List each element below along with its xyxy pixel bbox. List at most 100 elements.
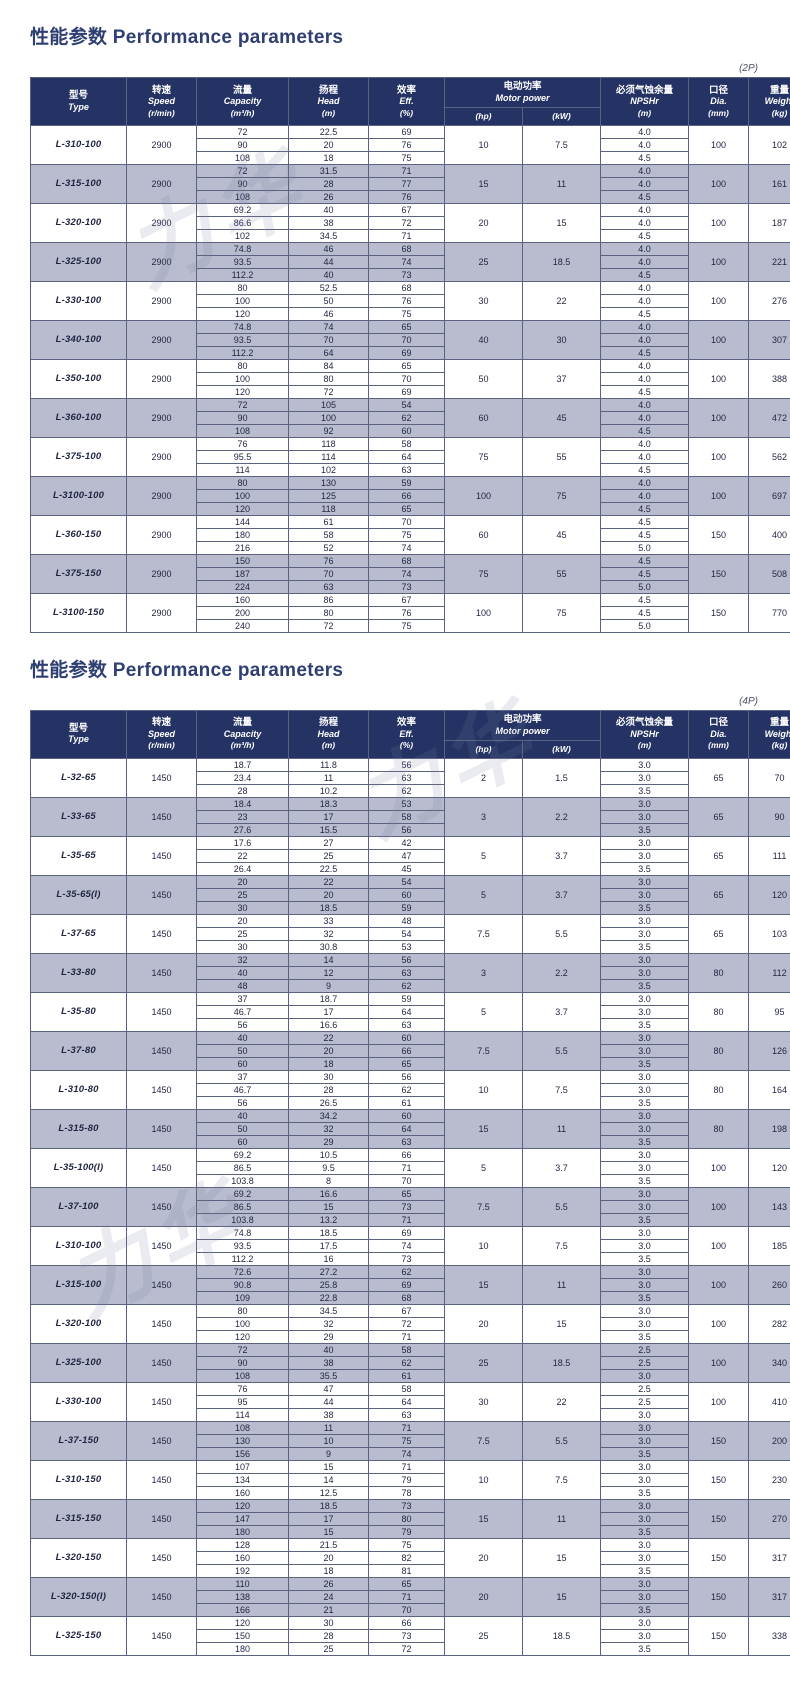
cell-head: 9	[288, 1446, 369, 1461]
sections-container: 性能参数 Performance parameters (2P) 型号 Type 转速 S…	[30, 0, 790, 1656]
table-row: 30 30.8 53 3.5	[31, 939, 790, 954]
cell-weight: 185	[748, 1225, 790, 1266]
cell-npshr: 3.0	[600, 835, 689, 850]
col-header-weight-cn: 重量	[769, 717, 789, 729]
cell-head: 33	[288, 913, 369, 928]
cell-head: 80	[288, 371, 369, 386]
cell-capacity: 23	[196, 809, 289, 824]
cell-hp: 3	[444, 952, 523, 993]
cell-capacity: 90	[196, 137, 289, 152]
cell-npshr: 3.5	[600, 822, 689, 837]
cell-head: 26.5	[288, 1095, 369, 1110]
cell-npshr: 4.0	[600, 241, 689, 256]
cell-head: 13.2	[288, 1212, 369, 1227]
col-header-type-cn: 型号	[68, 722, 88, 734]
cell-capacity: 147	[196, 1511, 289, 1526]
cell-capacity: 50	[196, 1043, 289, 1058]
col-header-motor-power-en: Motor power	[495, 92, 550, 103]
cell-head: 30	[288, 1069, 369, 1084]
cell-weight: 164	[748, 1069, 790, 1110]
cell-npshr: 5.0	[600, 540, 689, 555]
col-header-dia-cn: 口径	[708, 84, 728, 96]
cell-head: 40	[288, 202, 369, 217]
table-row: 109 22.8 68 3.5	[31, 1290, 790, 1305]
cell-head: 12.5	[288, 1485, 369, 1500]
table-row: L-320-150(I) 1450 110 26 65 20 15 3.0 150 317	[30, 1576, 790, 1617]
cell-head: 18.5	[288, 900, 369, 915]
cell-eff: 72	[368, 215, 445, 230]
cell-dia: 100	[688, 202, 749, 243]
cell-npshr: 2.5	[600, 1381, 689, 1396]
cell-head: 32	[288, 1121, 369, 1136]
cell-hp: 25	[444, 241, 523, 282]
cell-dia: 100	[688, 1147, 749, 1188]
cell-npshr: 3.0	[600, 1615, 689, 1630]
cell-hp: 7.5	[444, 913, 523, 954]
col-header-weight-cn: 重量	[769, 84, 789, 96]
cell-eff: 71	[368, 163, 445, 178]
cell-dia: 150	[688, 1459, 749, 1500]
cell-npshr: 3.0	[600, 874, 689, 889]
cell-head: 44	[288, 254, 369, 269]
cell-kw: 45	[522, 514, 601, 555]
cell-head: 20	[288, 137, 369, 152]
cell-capacity: 110	[196, 1576, 289, 1591]
table-row: L-35-65(I) 1450 20 22 54 5 3.7 3.0 65 120	[30, 874, 790, 915]
col-header-eff: 效率 Eff. (%)	[368, 709, 445, 759]
cell-head: 11	[288, 1420, 369, 1435]
cell-npshr: 3.5	[600, 1485, 689, 1500]
cell-kw: 5.5	[522, 1030, 601, 1071]
cell-capacity: 20	[196, 913, 289, 928]
cell-npshr: 3.5	[600, 1134, 689, 1149]
cell-eff: 47	[368, 848, 445, 863]
cell-type: L-37-150	[30, 1420, 127, 1461]
cell-type: L-35-65	[30, 835, 127, 876]
performance-table: 型号 Type 转速 Speed (r/min) 流量 Capacity (m³/h) 扬程 He…	[30, 76, 790, 633]
cell-capacity: 192	[196, 1563, 289, 1578]
table-row: 103.8 13.2 71 3.5	[31, 1212, 790, 1227]
cell-capacity: 86.5	[196, 1199, 289, 1214]
cell-npshr: 3.5	[600, 1602, 689, 1617]
col-header-head-unit: (m)	[321, 107, 336, 118]
cell-capacity: 46.7	[196, 1082, 289, 1097]
cell-eff: 70	[368, 1173, 445, 1188]
cell-hp: 15	[444, 1264, 523, 1305]
cell-eff: 65	[368, 501, 445, 516]
cell-head: 18.7	[288, 991, 369, 1006]
col-header-capacity-unit: (m³/h)	[230, 107, 255, 118]
cell-npshr: 4.0	[600, 215, 689, 230]
cell-hp: 10	[444, 1459, 523, 1500]
cell-capacity: 93.5	[196, 254, 289, 269]
cell-weight: 472	[748, 397, 790, 438]
cell-npshr: 3.0	[600, 1264, 689, 1279]
cell-head: 26	[288, 1576, 369, 1591]
cell-weight: 770	[748, 592, 790, 633]
cell-npshr: 3.0	[600, 1199, 689, 1214]
col-header-eff-unit: (%)	[399, 740, 414, 751]
cell-dia: 65	[688, 796, 749, 837]
cell-dia: 100	[688, 124, 749, 165]
cell-npshr: 3.5	[600, 1251, 689, 1266]
cell-head: 72	[288, 618, 369, 633]
cell-npshr: 2.5	[600, 1394, 689, 1409]
cell-kw: 22	[522, 280, 601, 321]
cell-npshr: 4.5	[600, 267, 689, 282]
col-header-speed-en: Speed	[147, 729, 175, 740]
table-row: L-340-100 2900 74.8 74 65 40 30 4.0 100 307	[30, 319, 790, 360]
cell-head: 11.8	[288, 757, 369, 772]
cell-npshr: 3.0	[600, 1030, 689, 1045]
col-header-type-en: Type	[68, 734, 89, 745]
cell-eff: 64	[368, 1121, 445, 1136]
cell-capacity: 18.7	[196, 757, 289, 772]
cell-eff: 62	[368, 1264, 445, 1279]
cell-hp: 10	[444, 124, 523, 165]
cell-head: 35.5	[288, 1368, 369, 1383]
cell-eff: 62	[368, 1355, 445, 1370]
cell-head: 17	[288, 1511, 369, 1526]
cell-speed: 1450	[126, 1069, 197, 1110]
cell-capacity: 27.6	[196, 822, 289, 837]
cell-capacity: 166	[196, 1602, 289, 1617]
cell-capacity: 187	[196, 566, 289, 581]
cell-capacity: 180	[196, 527, 289, 542]
cell-capacity: 37	[196, 991, 289, 1006]
